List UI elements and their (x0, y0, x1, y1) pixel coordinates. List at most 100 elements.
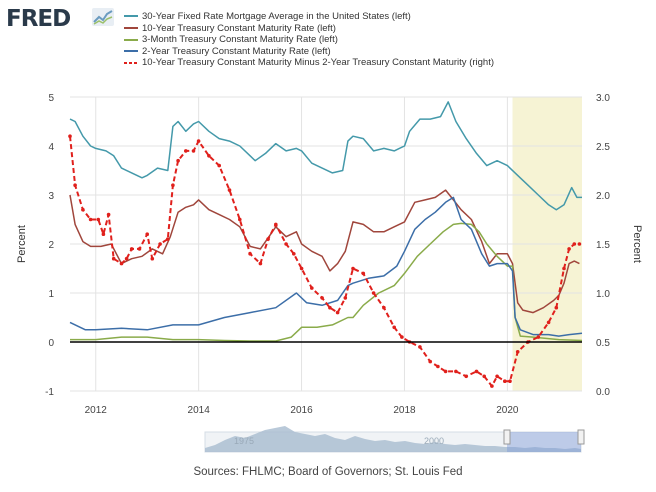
series-point-4 (418, 345, 422, 349)
series-point-4 (274, 222, 278, 227)
series-point-4 (474, 369, 479, 374)
y-tick-label-left: 3 (48, 191, 54, 202)
series-point-4 (207, 154, 211, 158)
navigator-selection[interactable] (507, 432, 581, 452)
series-point-4 (217, 163, 221, 168)
legend-item[interactable]: 3-Month Treasury Constant Maturity Rate … (124, 34, 494, 46)
series-point-4 (328, 305, 332, 310)
series-point-4 (96, 217, 101, 222)
series-point-4 (436, 364, 440, 369)
series-point-4 (266, 237, 270, 241)
legend-label: 30-Year Fixed Rate Mortgage Average in t… (142, 11, 411, 22)
chart-source: Sources: FHLMC; Board of Governors; St. … (193, 466, 463, 478)
series-point-4 (464, 374, 469, 379)
series-point-4 (299, 266, 304, 271)
series-point-4 (503, 379, 507, 384)
legend-item[interactable]: 10-Year Treasury Constant Maturity Rate … (124, 23, 494, 35)
series-point-4 (577, 242, 582, 246)
x-tick-label: 2018 (393, 405, 416, 416)
series-point-4 (68, 134, 72, 138)
navigator-handle-right[interactable] (577, 429, 585, 445)
y-tick-label-left: 1 (48, 289, 54, 300)
line-chart-icon (92, 8, 114, 26)
series-point-4 (101, 232, 106, 236)
series-point-4 (361, 271, 366, 276)
x-tick-label: 2016 (290, 405, 313, 416)
legend-label: 10-Year Treasury Constant Maturity Rate … (142, 22, 336, 34)
fred-logo: FRED (6, 6, 71, 32)
x-tick-label: 2014 (188, 405, 211, 416)
series-point-4 (572, 242, 577, 246)
series-point-4 (258, 261, 263, 266)
series-point-4 (73, 183, 77, 187)
y-tick-label-right: 1.0 (596, 289, 610, 300)
series-point-4 (554, 305, 559, 310)
series-point-4 (150, 256, 155, 261)
series-point-4 (171, 183, 175, 187)
series-point-4 (351, 266, 355, 271)
y-tick-label-left: 5 (48, 93, 54, 104)
legend-swatch (124, 38, 138, 41)
series-point-4 (88, 217, 93, 222)
series-point-4 (400, 335, 404, 339)
series-point-4 (508, 379, 512, 384)
x-tick-label: 2020 (496, 405, 519, 416)
legend-label: 2-Year Treasury Constant Maturity Rate (… (142, 45, 331, 57)
series-point-4 (111, 256, 116, 261)
y-tick-label-right: 2.0 (596, 191, 610, 202)
series-point-4 (482, 374, 487, 379)
series-point-4 (428, 359, 433, 364)
y-tick-label-right: 1.5 (596, 240, 610, 251)
series-point-4 (392, 325, 397, 330)
series-point-4 (238, 217, 242, 222)
series-point-4 (454, 369, 458, 374)
y-axis-title-right: Percent (631, 225, 643, 263)
legend-item[interactable]: 30-Year Fixed Rate Mortgage Average in t… (124, 11, 494, 23)
series-point-4 (536, 335, 541, 339)
series-point-4 (443, 369, 448, 374)
x-tick-label: 2012 (85, 405, 108, 416)
series-point-4 (137, 247, 142, 251)
series-point-4 (119, 261, 124, 266)
series-point-4 (515, 350, 520, 354)
y-tick-label-right: 3.0 (596, 93, 610, 104)
series-point-4 (166, 237, 170, 241)
chart-legend: 30-Year Fixed Rate Mortgage Average in t… (124, 11, 494, 69)
series-point-4 (176, 158, 180, 163)
navigator-label-2000: 2000 (424, 436, 444, 446)
series-point-4 (495, 374, 499, 379)
legend-swatch (124, 61, 138, 64)
series-point-4 (310, 286, 314, 290)
series-point-4 (284, 242, 288, 246)
series-point-4 (106, 212, 111, 217)
series-line-3 (69, 196, 583, 337)
legend-item[interactable]: 10-Year Treasury Constant Maturity Minus… (124, 57, 494, 69)
legend-swatch (124, 27, 138, 30)
series-line-0 (69, 101, 582, 211)
series-point-4 (81, 207, 85, 212)
series-point-4 (546, 320, 551, 325)
legend-item[interactable]: 2-Year Treasury Constant Maturity Rate (… (124, 46, 494, 58)
y-axis-title-left: Percent (16, 225, 28, 263)
series-point-4 (248, 252, 252, 256)
series-point-4 (371, 291, 376, 295)
legend-label: 10-Year Treasury Constant Maturity Minus… (142, 57, 494, 69)
series-point-4 (490, 384, 494, 388)
y-tick-label-left: 0 (48, 338, 54, 349)
series-point-4 (124, 256, 129, 261)
series-point-4 (158, 242, 162, 246)
series-point-4 (343, 296, 348, 300)
y-tick-label-right: 2.5 (596, 142, 610, 153)
y-tick-label-left: 4 (48, 142, 54, 153)
series-point-4 (292, 252, 296, 256)
series-point-4 (567, 247, 571, 251)
navigator-handle-left[interactable] (503, 429, 511, 445)
series-point-4 (145, 232, 149, 236)
series-point-4 (335, 310, 340, 315)
navigator-label-1975: 1975 (234, 436, 254, 446)
y-tick-label-left: 2 (48, 240, 54, 251)
series-point-4 (191, 149, 196, 153)
y-tick-label-right: 0.0 (596, 387, 610, 398)
